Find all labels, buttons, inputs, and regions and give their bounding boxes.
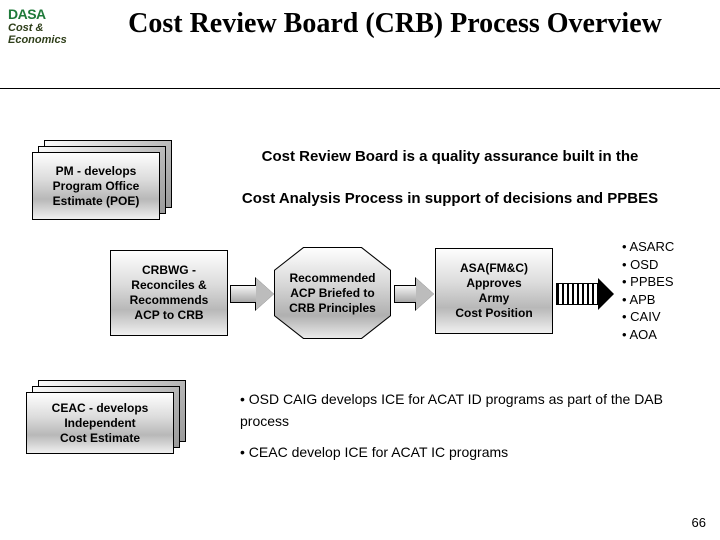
logo-line3: Economics <box>8 34 78 46</box>
crbwg-box: CRBWG - Reconciles & Recommends ACP to C… <box>110 250 228 336</box>
footnote-item: • CEAC develop ICE for ACAT IC programs <box>240 441 670 463</box>
footnotes: • OSD CAIG develops ICE for ACAT ID prog… <box>240 388 670 463</box>
footnote-item: • OSD CAIG develops ICE for ACAT ID prog… <box>240 388 670 433</box>
ceac-box-label: CEAC - develops Independent Cost Estimat… <box>27 393 173 453</box>
pm-box: PM - develops Program Office Estimate (P… <box>32 140 174 222</box>
logo-line1: DASA <box>8 6 78 22</box>
arrow-crbwg-to-brief <box>230 278 274 310</box>
title-underline <box>0 88 720 89</box>
bullet-item: • OSD <box>622 256 674 274</box>
page-title: Cost Review Board (CRB) Process Overview <box>80 8 710 40</box>
banner-line1: Cost Review Board is a quality assurance… <box>220 148 680 165</box>
bullet-item: • CAIV <box>622 308 674 326</box>
bullet-item: • ASARC <box>622 238 674 256</box>
brief-octagon-label: Recommended ACP Briefed to CRB Principle… <box>275 248 390 338</box>
asa-box-label: ASA(FM&C) Approves Army Cost Position <box>436 249 552 333</box>
banner-line2: Cost Analysis Process in support of deci… <box>200 190 700 207</box>
arrow-brief-to-asa <box>394 278 434 310</box>
asa-box: ASA(FM&C) Approves Army Cost Position <box>435 248 553 334</box>
brief-octagon: Recommended ACP Briefed to CRB Principle… <box>275 248 390 338</box>
output-bullets: • ASARC • OSD • PPBES • APB • CAIV • AOA <box>622 238 674 343</box>
brand-logo: DASA Cost & Economics <box>8 6 78 46</box>
bullet-item: • APB <box>622 291 674 309</box>
page-number: 66 <box>692 515 706 530</box>
pm-box-label: PM - develops Program Office Estimate (P… <box>33 153 159 219</box>
crbwg-box-label: CRBWG - Reconciles & Recommends ACP to C… <box>111 251 227 335</box>
bullet-item: • AOA <box>622 326 674 344</box>
ceac-box: CEAC - develops Independent Cost Estimat… <box>26 380 188 456</box>
arrow-asa-to-outputs <box>556 278 614 310</box>
logo-line2: Cost & <box>8 22 78 34</box>
bullet-item: • PPBES <box>622 273 674 291</box>
